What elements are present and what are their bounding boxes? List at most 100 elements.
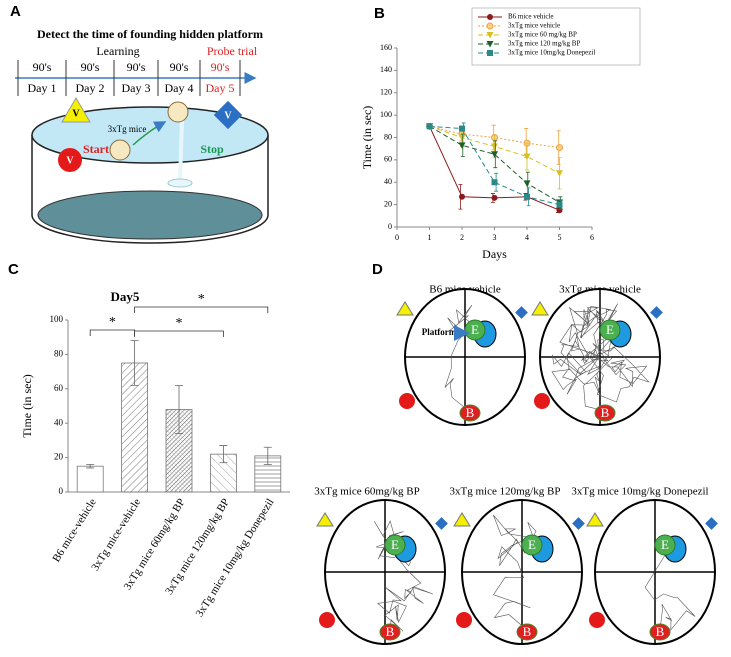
start-label: B (601, 405, 610, 420)
maze-title: 3xTg mice 10mg/kg Donepezil (571, 486, 708, 498)
cue-circle (456, 612, 472, 628)
significance-bracket (134, 306, 269, 313)
y-tick-label: 100 (50, 314, 64, 324)
cue-triangle (396, 301, 414, 316)
series-line (429, 125, 560, 203)
end-marker (599, 319, 621, 341)
significance-label: * (176, 316, 183, 331)
marker (523, 153, 531, 161)
start-label: B (466, 405, 475, 420)
marker (459, 125, 465, 132)
x-tick-label: 3 (493, 233, 497, 242)
y-tick-label: 100 (380, 110, 392, 119)
chart-title: Day5 (111, 289, 140, 304)
legend-label: 3xTg mice 60 mg/kg BP (508, 31, 577, 39)
y-tick-label: 20 (54, 452, 64, 462)
x-tick-label: 1 (428, 233, 432, 242)
marker (491, 194, 498, 201)
error-bar (219, 445, 228, 464)
end-marker (521, 534, 543, 556)
trial-day: Day 5 (206, 81, 235, 95)
start-marker (459, 404, 481, 422)
bar (76, 465, 104, 493)
y-tick-label: 120 (380, 88, 392, 97)
panel-a: Detect the time of founding hidden platf… (15, 27, 269, 244)
mouse-label: 3xTg mice (108, 124, 147, 134)
legend-label: B6 mice vehicle (508, 13, 553, 21)
marker (491, 143, 498, 150)
x-tick-label: B6 mice-vehicle (50, 496, 99, 564)
marker (486, 32, 494, 39)
trial-day: Day 4 (165, 81, 194, 95)
trajectory (374, 520, 434, 632)
marker (523, 180, 531, 187)
y-axis-label: Time (in sec) (360, 106, 374, 170)
marker (458, 142, 466, 149)
y-tick-label: 60 (54, 383, 64, 393)
pool-water (31, 106, 269, 164)
x-tick-label: 5 (558, 233, 562, 242)
x-tick-label: 4 (525, 233, 529, 242)
cue-triangle (316, 512, 334, 527)
y-tick-label: 0 (59, 486, 64, 496)
platform (167, 178, 193, 188)
start-label: B (656, 624, 665, 639)
trial-time: 90's (211, 60, 230, 74)
trial-time: 90's (127, 60, 146, 74)
significance-label: * (109, 315, 116, 330)
phase-label: Probe trial (207, 44, 258, 58)
end-label: E (471, 322, 479, 337)
significance-bracket (89, 329, 135, 336)
end-label: E (606, 322, 614, 337)
trial-day: Day 1 (28, 81, 57, 95)
y-tick-label: 160 (380, 43, 392, 52)
maze-title: 3xTg mice 60mg/kg BP (314, 486, 419, 498)
marker (486, 22, 494, 30)
end-label: E (391, 537, 399, 552)
cue-circle (58, 148, 82, 172)
start-marker (649, 623, 671, 641)
legend-label: 3xTg mice 10mg/kg Donepezil (508, 49, 595, 57)
x-tick-label: 3xTg mice 10mg/kg Donepezil (194, 497, 277, 620)
legend-label: 3xTg mice vehicle (508, 22, 560, 30)
start-label: Start (83, 142, 109, 156)
start-label: B (523, 624, 532, 639)
panel-label: C (8, 261, 19, 278)
error-bar (86, 464, 95, 469)
cue-diamond (515, 306, 528, 319)
trial-day: Day 3 (122, 81, 151, 95)
panel-label: B (374, 5, 385, 22)
start-marker (516, 623, 538, 641)
start-marker (379, 623, 401, 641)
start-label: B (386, 624, 395, 639)
marker (487, 50, 493, 56)
cue-label: V (66, 155, 74, 166)
pool-floor (37, 190, 263, 240)
marker (458, 134, 466, 141)
end-marker (654, 534, 676, 556)
marker (556, 144, 563, 152)
trial-time: 90's (33, 60, 52, 74)
platform-stem (178, 119, 184, 181)
cue-triangle (453, 512, 471, 527)
marker (459, 193, 465, 200)
cue-diamond (650, 306, 663, 319)
cue-triangle (586, 512, 604, 527)
y-tick-label: 80 (54, 348, 64, 358)
error-bar (130, 340, 139, 386)
error-bar (175, 384, 183, 434)
significance-label: * (198, 292, 205, 307)
marker (491, 151, 498, 158)
platform-label: Platform (422, 327, 457, 337)
marker (524, 193, 530, 200)
trajectory (644, 546, 696, 631)
marker (426, 123, 433, 130)
y-tick-label: 80 (384, 132, 392, 141)
swim-arrow (132, 121, 167, 146)
significance-bracket (134, 330, 224, 337)
mouse-icon (167, 101, 189, 123)
legend-label: 3xTg mice 120 mg/kg BP (508, 40, 580, 48)
y-tick-label: 140 (380, 65, 392, 74)
cue-diamond (572, 517, 585, 530)
